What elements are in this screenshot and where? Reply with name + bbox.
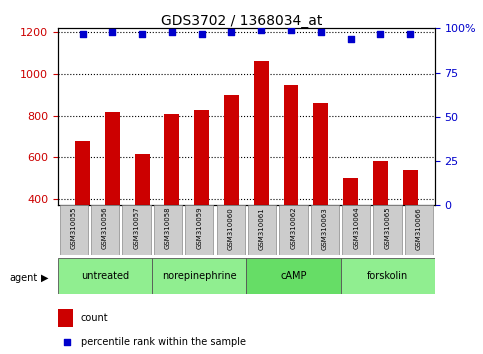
Bar xyxy=(284,85,298,282)
Point xyxy=(347,36,355,42)
Bar xyxy=(58,309,73,327)
Point xyxy=(406,31,414,36)
Text: GSM310059: GSM310059 xyxy=(196,207,202,250)
Bar xyxy=(105,112,120,282)
Bar xyxy=(224,95,239,282)
FancyBboxPatch shape xyxy=(405,205,433,255)
FancyBboxPatch shape xyxy=(185,205,213,255)
Point xyxy=(317,29,325,35)
Point xyxy=(328,214,336,219)
Text: GSM310061: GSM310061 xyxy=(259,207,265,250)
Point xyxy=(376,31,384,36)
FancyBboxPatch shape xyxy=(59,205,88,255)
Point xyxy=(168,29,176,35)
Bar xyxy=(164,114,179,282)
Text: GSM310062: GSM310062 xyxy=(290,207,297,250)
Point xyxy=(287,27,295,33)
Text: untreated: untreated xyxy=(81,271,129,281)
Text: GSM310057: GSM310057 xyxy=(133,207,140,250)
FancyBboxPatch shape xyxy=(341,258,435,294)
Point xyxy=(227,29,235,35)
Text: norepinephrine: norepinephrine xyxy=(162,271,237,281)
FancyBboxPatch shape xyxy=(279,205,308,255)
Point xyxy=(138,31,146,36)
Text: cAMP: cAMP xyxy=(280,271,307,281)
Text: GDS3702 / 1368034_at: GDS3702 / 1368034_at xyxy=(161,14,322,28)
Point xyxy=(79,31,86,36)
Text: agent: agent xyxy=(10,273,38,283)
Text: percentile rank within the sample: percentile rank within the sample xyxy=(81,337,245,347)
Text: forskolin: forskolin xyxy=(367,271,408,281)
Text: GSM310056: GSM310056 xyxy=(102,207,108,250)
Text: GSM310064: GSM310064 xyxy=(353,207,359,250)
FancyBboxPatch shape xyxy=(216,205,245,255)
Point xyxy=(198,31,206,36)
FancyBboxPatch shape xyxy=(58,258,152,294)
FancyBboxPatch shape xyxy=(91,205,119,255)
FancyBboxPatch shape xyxy=(342,205,370,255)
Bar xyxy=(403,170,418,282)
Text: GSM310058: GSM310058 xyxy=(165,207,171,250)
FancyBboxPatch shape xyxy=(311,205,339,255)
Point xyxy=(109,29,116,35)
Text: GSM310063: GSM310063 xyxy=(322,207,328,250)
Bar xyxy=(313,103,328,282)
Bar xyxy=(194,109,209,282)
FancyBboxPatch shape xyxy=(152,258,246,294)
Bar xyxy=(135,154,150,282)
Bar xyxy=(373,161,388,282)
Text: GSM310066: GSM310066 xyxy=(416,207,422,250)
FancyBboxPatch shape xyxy=(122,205,151,255)
Text: GSM310060: GSM310060 xyxy=(227,207,234,250)
Bar xyxy=(343,178,358,282)
Text: ▶: ▶ xyxy=(41,273,49,283)
Bar xyxy=(75,141,90,282)
FancyBboxPatch shape xyxy=(248,205,276,255)
Text: count: count xyxy=(81,313,108,323)
Text: GSM310055: GSM310055 xyxy=(71,207,77,249)
Bar xyxy=(254,61,269,282)
FancyBboxPatch shape xyxy=(373,205,402,255)
Text: GSM310065: GSM310065 xyxy=(384,207,391,250)
FancyBboxPatch shape xyxy=(154,205,182,255)
Point xyxy=(257,27,265,33)
FancyBboxPatch shape xyxy=(246,258,341,294)
